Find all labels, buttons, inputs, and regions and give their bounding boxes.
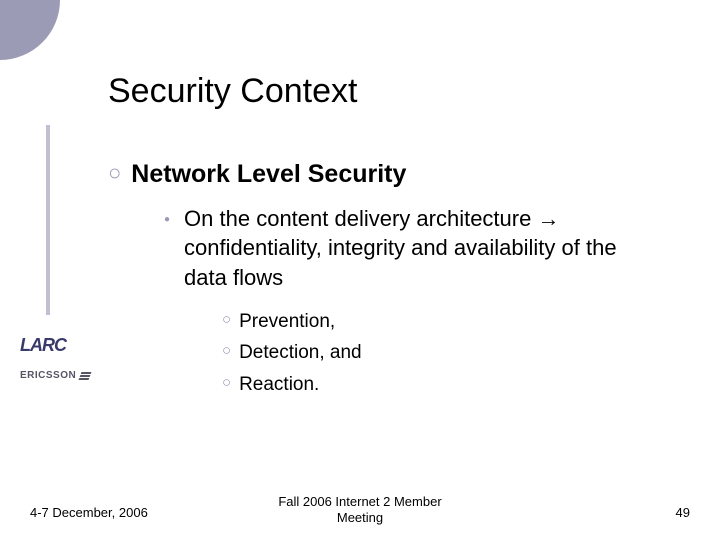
level2-text: On the content delivery architecture → c… [184,204,664,293]
dot-bullet-icon: ● [164,214,170,225]
slide-title: Security Context [108,72,357,111]
ericsson-bars-icon [79,372,92,380]
footer-page-number: 49 [676,505,690,520]
content-area: ○ Network Level Security ● On the conten… [108,158,680,404]
bullet-level2: ● On the content delivery architecture →… [164,204,680,293]
open-circle-bullet-icon: ○ [222,372,231,395]
footer-center-line1: Fall 2006 Internet 2 Member [278,494,441,509]
footer-center-line2: Meeting [337,510,383,525]
open-circle-bullet-icon: ○ [108,158,121,189]
bullet-level1: ○ Network Level Security [108,158,680,192]
corner-decor-circle [0,0,60,60]
level3-text-a: Prevention, [239,309,335,335]
logo-area: LARC ERICSSON [20,335,110,381]
level1-text: Network Level Security [131,158,406,192]
accent-vertical-line [46,125,50,315]
footer-event: Fall 2006 Internet 2 Member Meeting [0,494,720,527]
open-circle-bullet-icon: ○ [222,309,231,332]
bullet-level3-b: ○ Detection, and [222,340,680,366]
bullet-level3-a: ○ Prevention, [222,309,680,335]
open-circle-bullet-icon: ○ [222,340,231,363]
level3-text-b: Detection, and [239,340,362,366]
ericsson-logo: ERICSSON [20,370,110,381]
level3-text-c: Reaction. [239,372,319,398]
larc-logo: LARC [20,335,110,356]
ericsson-text: ERICSSON [20,370,76,381]
bullet-level3-c: ○ Reaction. [222,372,680,398]
